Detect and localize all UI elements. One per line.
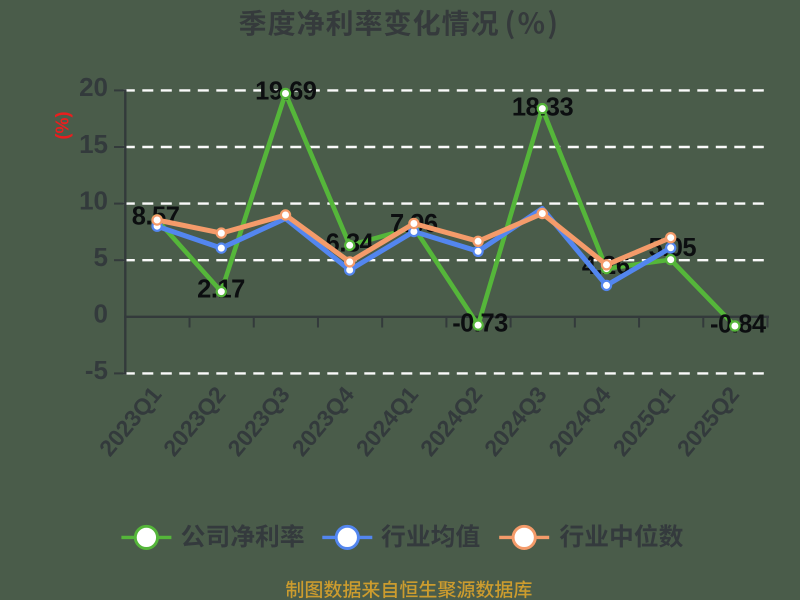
svg-text:10: 10	[79, 185, 108, 215]
svg-text:(%): (%)	[52, 112, 72, 140]
svg-text:20: 20	[79, 72, 108, 102]
svg-text:0: 0	[94, 299, 108, 329]
svg-text:-5: -5	[85, 355, 108, 385]
svg-text:15: 15	[79, 129, 108, 159]
svg-text:5: 5	[94, 242, 108, 272]
